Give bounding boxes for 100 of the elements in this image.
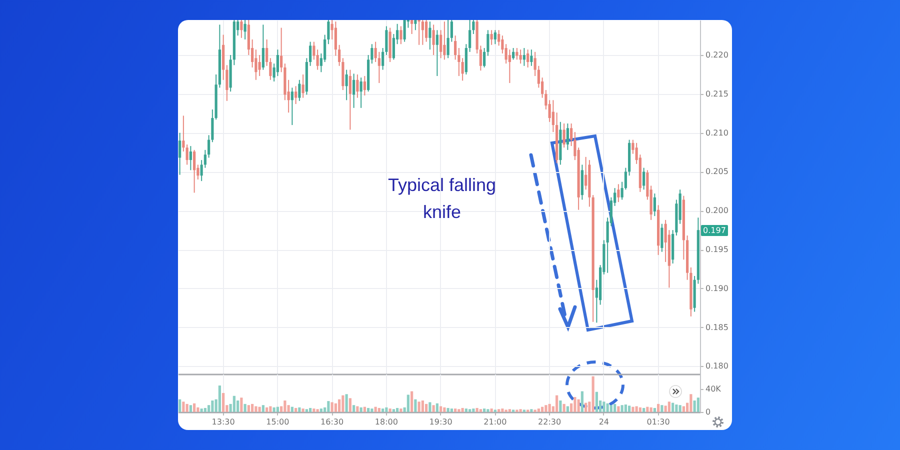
candlestick xyxy=(566,122,569,150)
bar xyxy=(200,408,203,412)
candlestick xyxy=(494,30,496,45)
x-tick-label: 13:30 xyxy=(212,418,235,426)
candlestick xyxy=(508,49,511,84)
candlestick xyxy=(345,69,348,101)
x-tick-label: 16:30 xyxy=(320,418,344,426)
y-tick-label: 0.215 xyxy=(706,89,728,98)
bar xyxy=(501,408,504,412)
bar xyxy=(414,399,417,412)
candlestick xyxy=(182,115,185,152)
bar xyxy=(541,406,544,412)
bar xyxy=(446,408,450,412)
bar xyxy=(595,392,598,412)
candlestick xyxy=(490,30,493,46)
x-tick-label: 15:00 xyxy=(266,418,290,426)
bar xyxy=(348,398,352,412)
bar xyxy=(425,404,428,412)
candlestick xyxy=(414,20,417,31)
bar xyxy=(272,407,276,412)
candlestick xyxy=(432,24,435,56)
bar xyxy=(396,408,399,412)
bar xyxy=(418,402,420,412)
bar xyxy=(385,407,388,412)
bar xyxy=(232,396,236,412)
bar xyxy=(182,402,185,412)
candlestick xyxy=(240,20,243,38)
bar xyxy=(443,407,446,412)
candlestick xyxy=(446,20,450,59)
bar xyxy=(342,395,344,412)
bar xyxy=(562,404,566,412)
annotation: 0.197 xyxy=(701,224,728,236)
candlestick xyxy=(421,20,424,46)
bar xyxy=(345,394,348,412)
bar xyxy=(483,408,486,412)
bar xyxy=(440,406,442,412)
bar xyxy=(302,408,304,412)
bar xyxy=(309,408,312,412)
bar xyxy=(468,409,472,412)
candlestick xyxy=(363,76,366,96)
bar xyxy=(382,408,384,412)
bar xyxy=(244,404,246,412)
bar xyxy=(614,404,616,412)
candlestick xyxy=(516,48,518,60)
x-tick-label: 19:30 xyxy=(429,418,452,426)
bar xyxy=(338,399,341,412)
candlestick xyxy=(186,144,188,166)
candlestick xyxy=(352,73,356,108)
bar xyxy=(374,406,377,412)
bar xyxy=(650,407,652,412)
bar xyxy=(363,406,366,412)
candlestick xyxy=(360,77,362,108)
bar xyxy=(646,406,649,412)
bar xyxy=(266,407,268,412)
bar xyxy=(556,395,558,412)
bar xyxy=(544,405,548,412)
bar xyxy=(537,408,540,412)
bar xyxy=(254,406,258,412)
y-tick-label: 40K xyxy=(706,384,722,394)
candlestick xyxy=(428,21,432,50)
annotation: Typical falling knife xyxy=(386,174,498,224)
candlestick xyxy=(302,74,304,98)
candlestick xyxy=(617,184,620,203)
x-tick-label: 22:30 xyxy=(538,418,562,426)
candlestick xyxy=(425,20,428,42)
bar xyxy=(642,408,646,412)
candlestick xyxy=(298,79,301,102)
candlestick xyxy=(660,223,664,252)
bar xyxy=(247,405,250,412)
candlestick xyxy=(378,51,380,84)
bar xyxy=(211,400,214,412)
bar xyxy=(530,409,533,412)
bar xyxy=(632,406,634,412)
bar xyxy=(620,405,624,412)
candlestick xyxy=(440,30,442,59)
candlestick xyxy=(418,20,420,46)
bar xyxy=(316,409,319,412)
candlestick xyxy=(178,132,182,176)
bar xyxy=(269,406,272,412)
y-tick-label: 0 xyxy=(706,408,711,416)
bar xyxy=(458,409,460,412)
bar xyxy=(479,409,482,412)
bar xyxy=(672,402,674,412)
candlestick xyxy=(262,24,264,70)
bar xyxy=(508,409,511,412)
bar xyxy=(186,404,188,412)
bar xyxy=(298,407,301,412)
bar xyxy=(432,405,435,412)
candlestick xyxy=(436,30,438,77)
candlestick xyxy=(410,20,414,35)
bar xyxy=(276,406,279,412)
candlestick xyxy=(443,21,446,60)
bar xyxy=(638,407,642,412)
bar xyxy=(592,376,594,412)
bar xyxy=(682,406,685,412)
candlestick xyxy=(461,58,464,82)
candlestick xyxy=(562,122,566,148)
bar xyxy=(320,408,322,412)
bar xyxy=(367,408,370,412)
bar xyxy=(410,391,414,412)
